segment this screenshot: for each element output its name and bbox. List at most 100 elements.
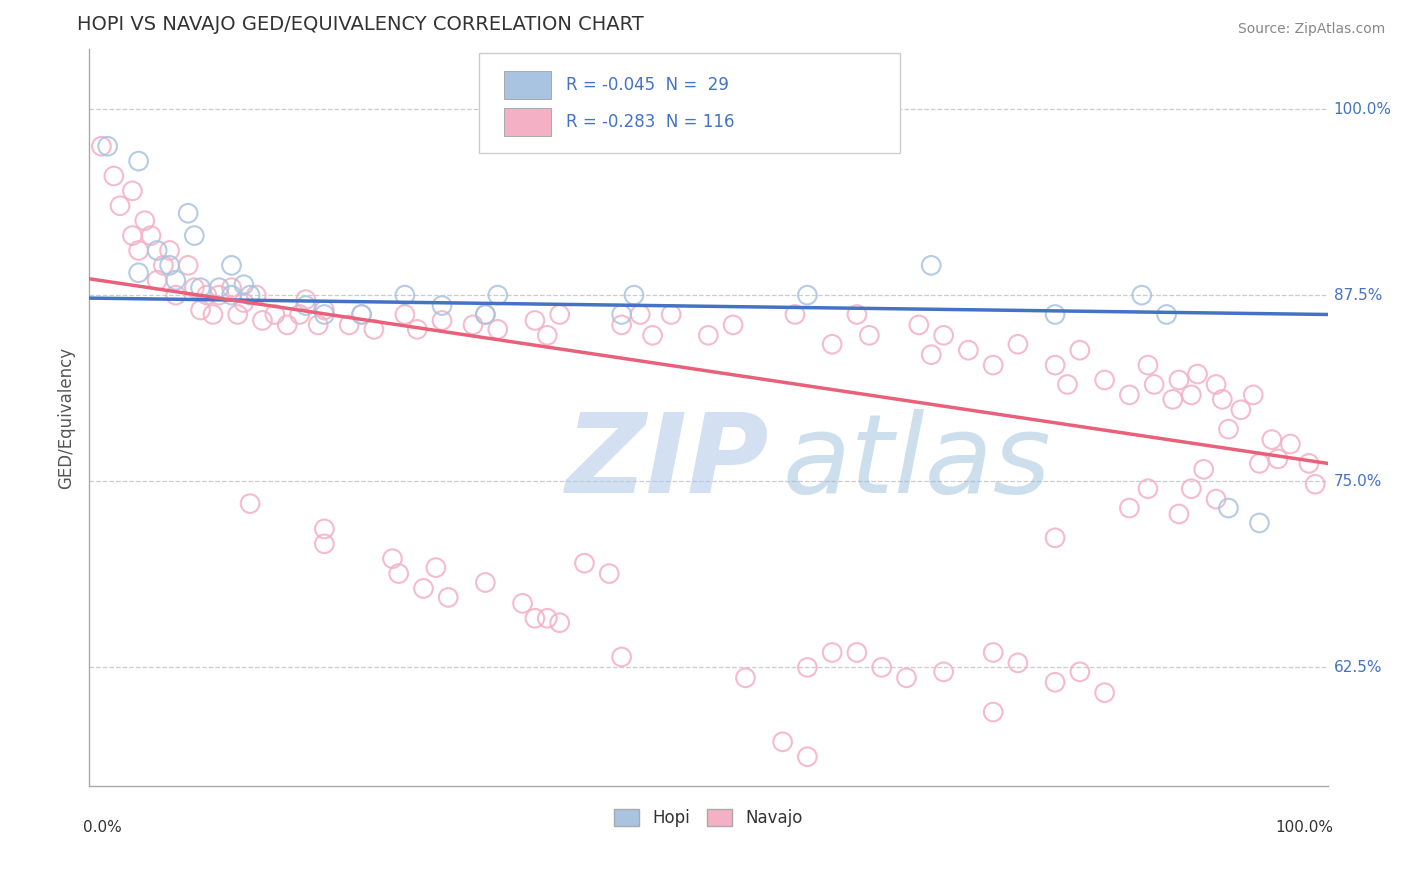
Text: 87.5%: 87.5% (1334, 287, 1382, 302)
Point (226, 308, 249, 322)
Point (957, 343, 980, 358)
Point (430, 313, 453, 327)
Point (548, 308, 571, 322)
Point (159, 244, 181, 258)
Text: R = -0.283  N = 116: R = -0.283 N = 116 (565, 112, 734, 130)
Point (1249, 516, 1271, 530)
Point (1218, 422, 1240, 436)
Point (858, 328, 880, 343)
Point (1168, 507, 1191, 521)
Point (772, 735, 794, 749)
Text: 62.5%: 62.5% (1334, 660, 1382, 675)
Point (1261, 433, 1284, 447)
Point (221, 288, 243, 302)
Point (1205, 377, 1227, 392)
Point (796, 749, 818, 764)
Point (1168, 373, 1191, 387)
Point (314, 537, 336, 551)
Point (232, 295, 254, 310)
Point (1303, 477, 1326, 491)
Point (276, 318, 298, 332)
Point (381, 551, 404, 566)
Point (548, 615, 571, 630)
Point (314, 522, 336, 536)
Point (1211, 392, 1233, 407)
Point (121, 228, 143, 243)
Point (1043, 675, 1066, 690)
Point (1161, 392, 1184, 407)
Point (474, 575, 496, 590)
Point (208, 288, 231, 302)
Text: 100.0%: 100.0% (1334, 102, 1392, 117)
Point (337, 318, 360, 332)
Point (1136, 358, 1159, 372)
Text: ZIP: ZIP (565, 409, 769, 516)
Point (1043, 531, 1066, 545)
Point (245, 288, 267, 302)
Point (1156, 308, 1178, 322)
Point (1118, 501, 1140, 516)
Point (177, 258, 200, 272)
Point (108, 199, 131, 213)
Point (486, 288, 509, 302)
Point (294, 293, 316, 307)
Point (628, 308, 651, 322)
Point (1069, 343, 1091, 358)
Point (90, 139, 112, 153)
Point (190, 281, 212, 295)
Point (1043, 308, 1066, 322)
Point (1056, 377, 1078, 392)
Point (252, 313, 274, 327)
Point (981, 705, 1004, 719)
Point (239, 497, 262, 511)
Point (1241, 388, 1264, 402)
Point (512, 596, 534, 610)
Point (623, 288, 645, 302)
Point (146, 273, 169, 287)
Point (659, 308, 682, 322)
Point (239, 288, 262, 302)
Point (598, 566, 620, 581)
Point (920, 348, 942, 362)
Point (350, 308, 373, 322)
Text: 0.0%: 0.0% (83, 820, 122, 835)
Point (610, 308, 633, 322)
Point (796, 288, 818, 302)
Point (870, 660, 893, 674)
FancyBboxPatch shape (503, 70, 551, 99)
Point (908, 318, 931, 332)
Point (1007, 656, 1029, 670)
Point (201, 308, 224, 322)
Point (1094, 686, 1116, 700)
Point (1180, 388, 1202, 402)
Point (314, 303, 336, 318)
Point (523, 611, 546, 625)
Point (128, 266, 150, 280)
Point (1043, 358, 1066, 372)
Point (981, 358, 1004, 372)
Point (932, 665, 955, 679)
Text: atlas: atlas (783, 409, 1052, 516)
Point (394, 308, 416, 322)
Point (134, 213, 156, 227)
Text: HOPI VS NAVAJO GED/EQUIVALENCY CORRELATION CHART: HOPI VS NAVAJO GED/EQUIVALENCY CORRELATI… (77, 15, 644, 34)
Point (845, 645, 868, 659)
Point (363, 322, 385, 336)
Point (1187, 367, 1209, 381)
Point (412, 582, 434, 596)
Point (1192, 462, 1215, 476)
Point (139, 228, 162, 243)
Point (1007, 337, 1029, 351)
Legend: Hopi, Navajo: Hopi, Navajo (607, 802, 810, 833)
Point (796, 660, 818, 674)
Y-axis label: GED/Equivalency: GED/Equivalency (58, 347, 75, 489)
Point (1143, 377, 1166, 392)
Point (932, 328, 955, 343)
FancyBboxPatch shape (503, 108, 551, 136)
Point (1136, 482, 1159, 496)
Point (183, 281, 205, 295)
Text: R = -0.045  N =  29: R = -0.045 N = 29 (565, 76, 728, 94)
Point (307, 318, 329, 332)
Point (523, 313, 546, 327)
Point (388, 566, 411, 581)
